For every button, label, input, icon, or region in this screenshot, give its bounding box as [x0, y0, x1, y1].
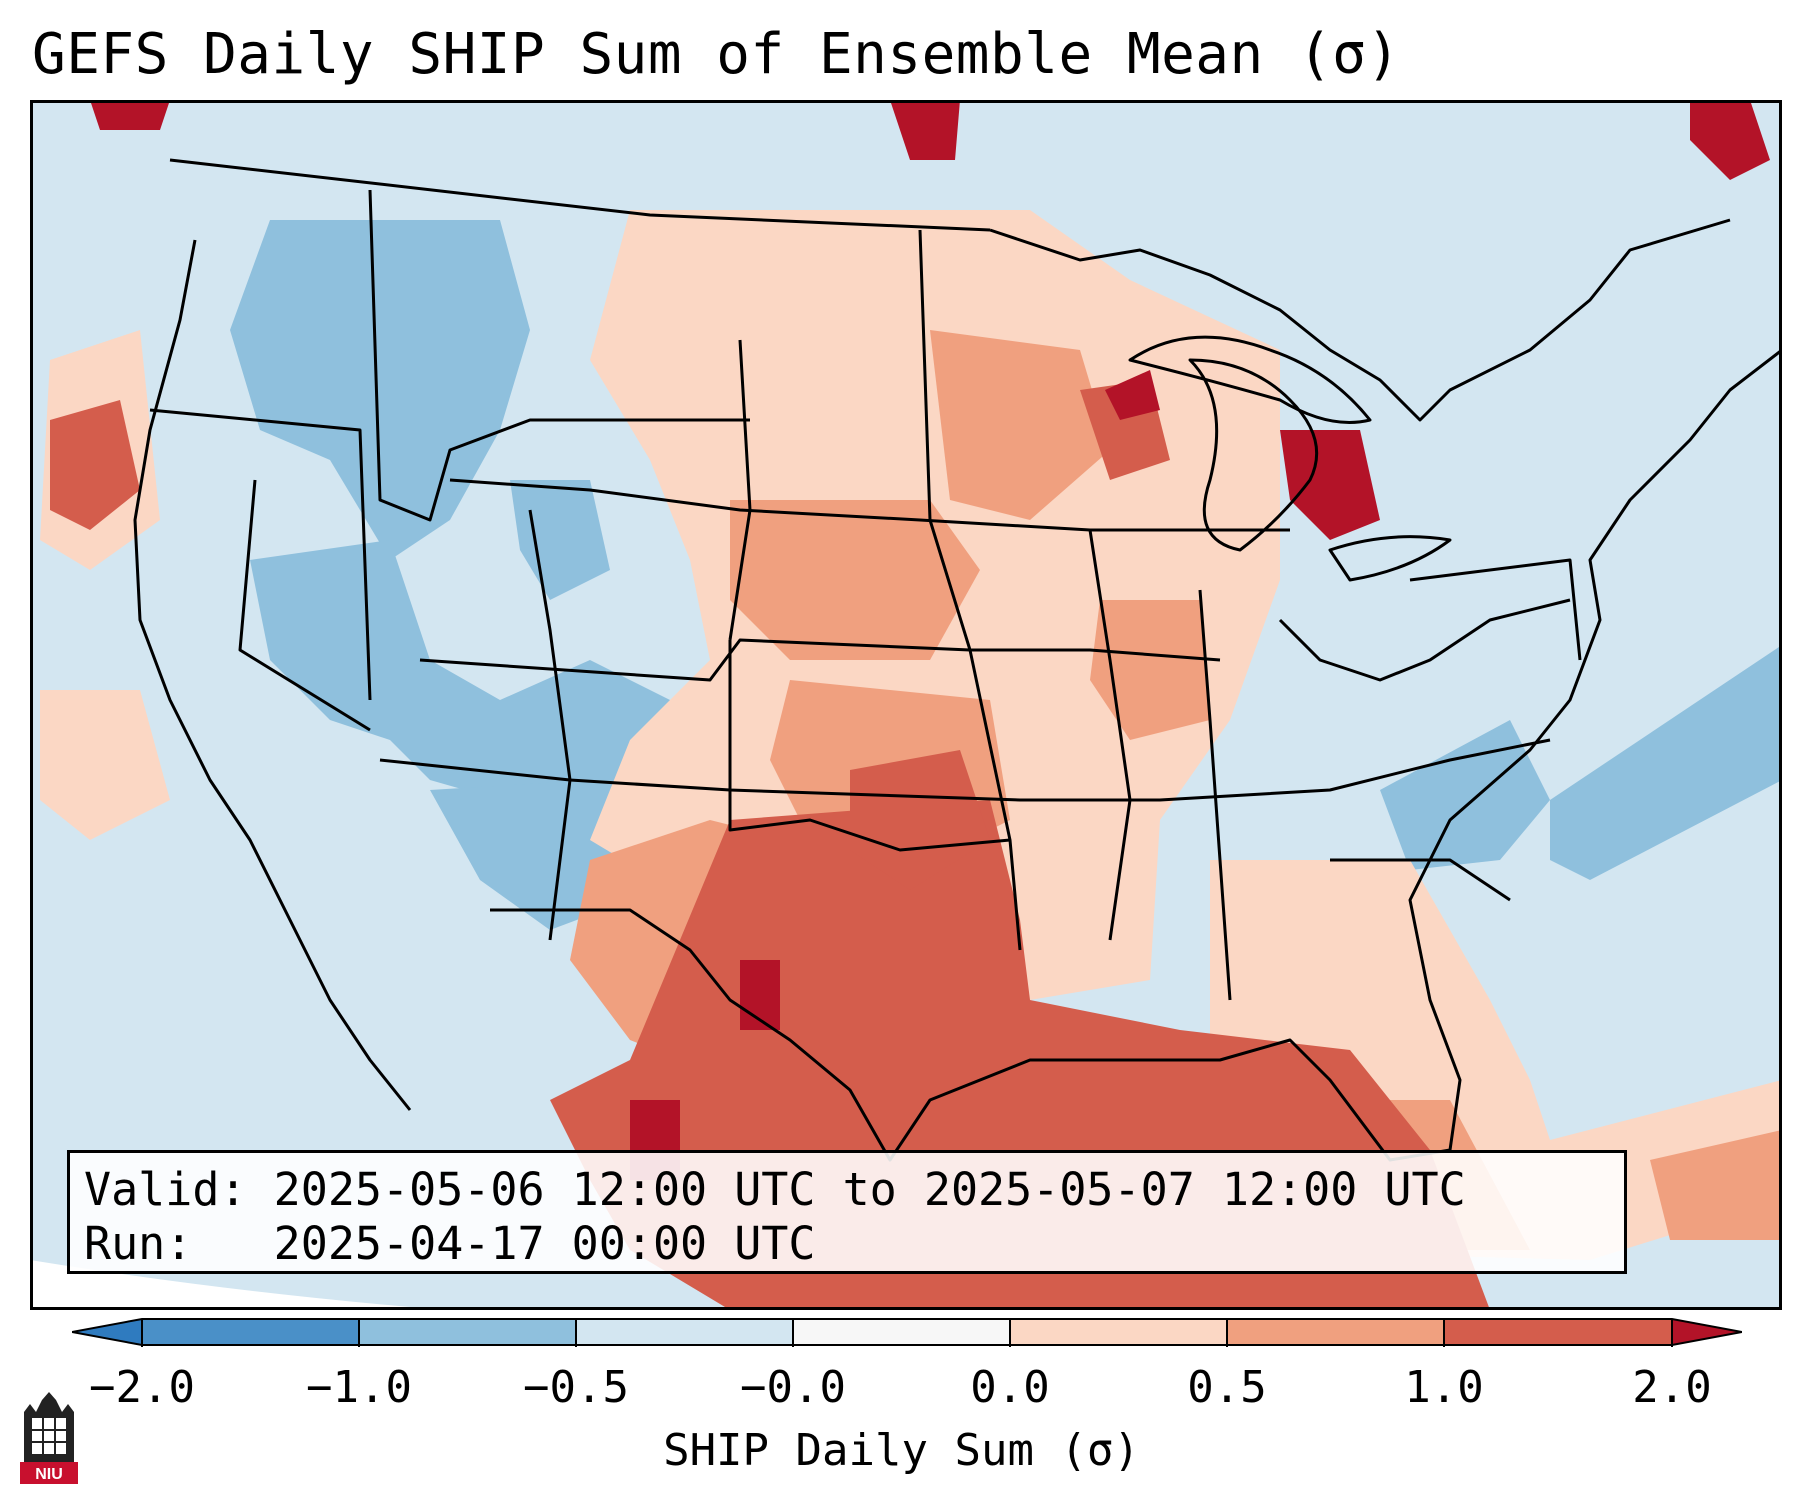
colorbar-label: SHIP Daily Sum (σ) — [663, 1425, 1140, 1476]
chart-title: GEFS Daily SHIP Sum of Ensemble Mean (σ) — [32, 22, 1401, 87]
boundaries — [133, 158, 1782, 1162]
colorbar-bin — [142, 1319, 359, 1345]
us-canada-border — [169, 158, 991, 232]
ohio-river-border — [1278, 598, 1571, 682]
central-meridian-border — [918, 229, 1022, 951]
run-time-line: Run: 2025-04-17 00:00 UTC — [84, 1217, 816, 1270]
central-state-row — [419, 638, 1221, 682]
colorbar-tick-label: 2.0 — [1632, 1362, 1712, 1413]
niu-logo-icon: NIU — [20, 1392, 78, 1484]
colorbar-outline — [72, 1318, 1742, 1346]
colorbar — [72, 1318, 1742, 1347]
michigan-strong-region — [1280, 430, 1380, 540]
colorbar-tick-label: 0.5 — [1187, 1362, 1267, 1413]
virginia-carolina-region — [1380, 720, 1550, 870]
off-projection-area — [30, 1260, 445, 1310]
oregon-nevada-border — [149, 408, 372, 701]
southern-state-row — [379, 738, 1551, 802]
utah-colorado-border — [528, 509, 572, 941]
georgia-carolina-border — [1330, 858, 1511, 902]
north-dakota-strong-region — [890, 100, 960, 160]
colorbar-max-extension — [1672, 1319, 1742, 1345]
northern-state-row — [449, 478, 1290, 532]
oklahoma-region — [850, 750, 990, 890]
maritimes-strong-region — [1690, 100, 1770, 180]
colorbar-ticks — [141, 1319, 1673, 1347]
colorbar-bin — [576, 1319, 793, 1345]
svg-text:NIU: NIU — [35, 1466, 63, 1483]
us-canada-border-east — [989, 218, 1731, 422]
colorbar-tick-label: −0.0 — [740, 1362, 846, 1413]
eastern-meridian-border — [1198, 589, 1232, 1001]
colorbar-bin — [1444, 1319, 1672, 1345]
idaho-montana-border — [368, 189, 750, 522]
lake-superior-strong-region — [1105, 370, 1160, 420]
colorbar-tick-label: 0.0 — [970, 1362, 1050, 1413]
colorbar-tick-label: −1.0 — [306, 1362, 412, 1413]
lake-superior-outline — [1128, 335, 1372, 424]
minnesota-region — [930, 330, 1110, 520]
valid-time-line: Valid: 2025-05-06 12:00 UTC to 2025-05-0… — [84, 1163, 1466, 1216]
pacific-south-light-region — [40, 690, 170, 840]
pacific-nw-region — [50, 400, 140, 530]
colorbar-bin — [1227, 1319, 1444, 1345]
colorbar-tick-label: −2.0 — [89, 1362, 195, 1413]
colorbar-tick-label: 1.0 — [1404, 1362, 1484, 1413]
caribbean-region — [1650, 1130, 1782, 1240]
pennsylvania-border — [1409, 558, 1582, 661]
texas-panhandle-border — [728, 640, 1011, 852]
map-svg — [30, 100, 1782, 1310]
colorbar-min-extension — [72, 1319, 142, 1345]
nw-corner-strong-region — [90, 100, 170, 130]
lake-michigan-outline — [1188, 358, 1319, 552]
map-border — [30, 100, 1782, 1310]
map-panel — [30, 100, 1782, 1310]
negative-anomaly-regions — [230, 220, 1782, 930]
dakota-border — [728, 339, 752, 641]
lake-erie-outline — [1328, 535, 1452, 582]
illinois-region — [1090, 600, 1210, 740]
mississippi-river-border — [1088, 529, 1132, 941]
colorbar-bin — [793, 1319, 1010, 1345]
colorbar-bin — [359, 1319, 576, 1345]
intermountain-north-region — [230, 220, 530, 560]
atlantic-offshore-region — [1550, 645, 1782, 880]
nevada-california-border — [238, 479, 371, 732]
colorbar-bin — [1010, 1319, 1227, 1345]
validity-info-box: Valid: 2025-05-06 12:00 UTC to 2025-05-0… — [67, 1150, 1627, 1274]
colorbar-tick-label: −0.5 — [523, 1362, 629, 1413]
wyoming-region — [510, 480, 610, 600]
nebraska-region — [730, 500, 980, 660]
